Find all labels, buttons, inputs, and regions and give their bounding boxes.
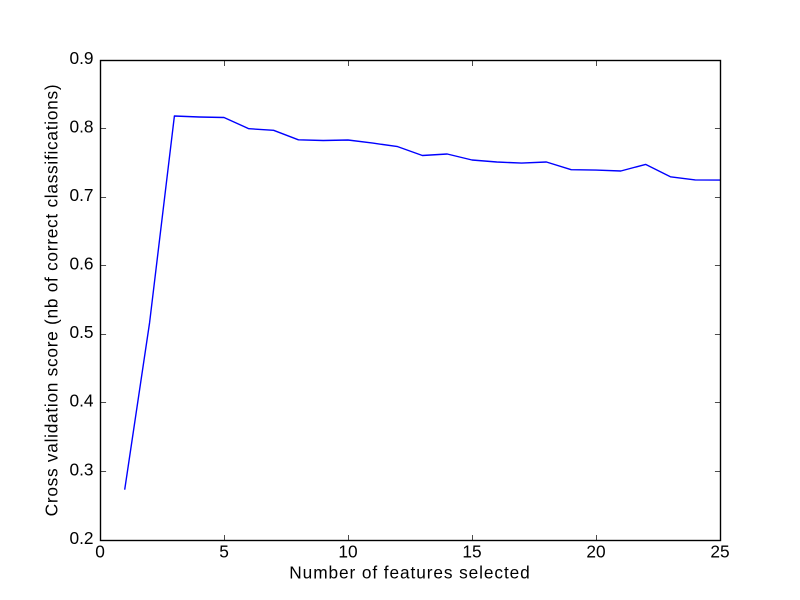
- svg-text:20: 20: [586, 542, 605, 562]
- svg-text:0: 0: [95, 542, 105, 562]
- svg-text:0.7: 0.7: [69, 185, 93, 205]
- svg-text:10: 10: [338, 542, 357, 562]
- svg-text:0.9: 0.9: [69, 48, 93, 68]
- svg-text:0.5: 0.5: [69, 322, 93, 342]
- svg-text:0.3: 0.3: [69, 459, 93, 479]
- svg-text:25: 25: [710, 542, 729, 562]
- svg-text:Number of features selected: Number of features selected: [289, 563, 530, 583]
- svg-text:5: 5: [219, 542, 229, 562]
- svg-text:15: 15: [462, 542, 481, 562]
- svg-text:0.6: 0.6: [69, 254, 93, 274]
- svg-text:Cross validation score (nb of: Cross validation score (nb of correct cl…: [42, 84, 62, 517]
- svg-text:0.4: 0.4: [69, 391, 93, 411]
- svg-text:0.8: 0.8: [69, 116, 93, 136]
- svg-text:0.2: 0.2: [69, 528, 93, 548]
